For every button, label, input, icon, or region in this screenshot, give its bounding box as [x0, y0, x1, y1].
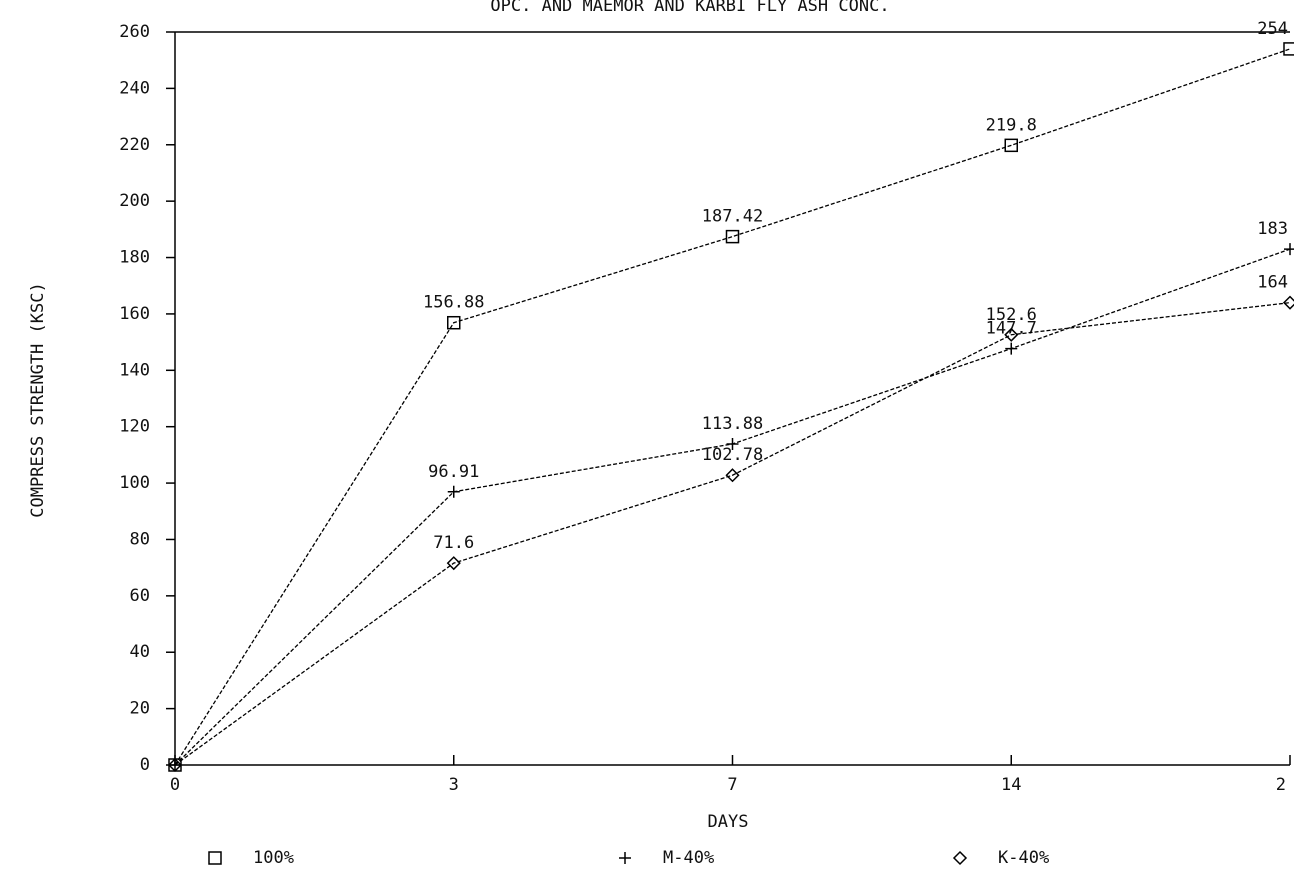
series-line [174, 48, 1291, 766]
x-tick-label: 3 [449, 775, 459, 795]
data-label: 156.88 [423, 293, 484, 313]
marker [447, 315, 461, 330]
data-label: 183 [1257, 219, 1288, 239]
marker [167, 757, 183, 773]
y-tick-label: 200 [119, 191, 150, 211]
legend-label: 100% [253, 848, 294, 868]
y-tick-label: 120 [119, 417, 150, 437]
x-tick-label: 14 [1001, 775, 1021, 795]
chart-title: OPC. AND MAEMOR AND KARBI FLY ASH CONC. [490, 0, 889, 16]
y-tick-label: 260 [119, 22, 150, 42]
y-tick-label: 20 [130, 699, 150, 719]
y-tick-label: 180 [119, 248, 150, 268]
data-label: 102.78 [702, 445, 763, 465]
y-axis-label: COMPRESS STRENGTH (KSC) [28, 282, 48, 517]
marker [725, 229, 740, 244]
legend-marker [619, 852, 631, 864]
y-tick-label: 140 [119, 360, 150, 380]
data-label: 152.6 [986, 305, 1037, 325]
x-axis-label: DAYS [708, 812, 749, 832]
legend-label: K-40% [998, 848, 1049, 868]
y-tick-label: 240 [119, 78, 150, 98]
y-tick-label: 40 [130, 642, 150, 662]
marker [1284, 243, 1294, 256]
y-tick-label: 100 [119, 473, 150, 493]
y-tick-label: 160 [119, 304, 150, 324]
series-line [174, 248, 1291, 766]
y-tick-label: 0 [140, 755, 150, 775]
marker [1004, 138, 1018, 153]
legend-marker [952, 850, 968, 866]
x-tick-label: 0 [170, 775, 180, 795]
marker [447, 485, 460, 498]
marker [1005, 342, 1018, 355]
y-tick-label: 220 [119, 135, 150, 155]
data-label: 96.91 [428, 462, 479, 482]
data-label: 113.88 [702, 414, 763, 434]
x-tick-label: 7 [727, 775, 737, 795]
y-tick-label: 60 [130, 586, 150, 606]
data-label: 254 [1257, 19, 1288, 39]
marker [1004, 327, 1019, 342]
data-label: 164 [1257, 273, 1288, 293]
data-label: 219.8 [986, 115, 1037, 135]
marker [726, 437, 739, 450]
data-label: 187.42 [702, 207, 763, 227]
series-line [174, 302, 1291, 766]
marker [1283, 42, 1294, 56]
marker [1282, 295, 1294, 310]
y-tick-label: 80 [130, 529, 150, 549]
marker [725, 468, 740, 483]
data-label: 71.6 [433, 533, 474, 553]
legend-marker [208, 851, 222, 865]
x-tick-label: 2 [1276, 775, 1286, 795]
legend-label: M-40% [663, 848, 714, 868]
marker [446, 556, 461, 571]
